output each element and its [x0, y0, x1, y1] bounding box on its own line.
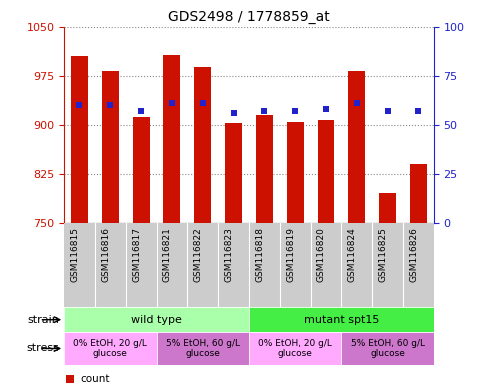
Text: strain: strain [27, 314, 59, 325]
Text: wild type: wild type [131, 314, 182, 325]
Title: GDS2498 / 1778859_at: GDS2498 / 1778859_at [168, 10, 330, 25]
Text: GSM116826: GSM116826 [409, 227, 419, 282]
Text: GSM116825: GSM116825 [379, 227, 387, 282]
Bar [133, 117, 149, 223]
Text: GSM116824: GSM116824 [348, 227, 357, 282]
Bar [64, 307, 249, 332]
Bar [194, 67, 211, 223]
Text: GSM116818: GSM116818 [255, 227, 264, 282]
Text: GSM116822: GSM116822 [194, 227, 203, 282]
Bar [410, 164, 427, 223]
Bar [164, 55, 180, 223]
Text: GSM116821: GSM116821 [163, 227, 172, 282]
Text: GSM116819: GSM116819 [286, 227, 295, 282]
Bar [102, 71, 119, 223]
Bar [379, 194, 396, 223]
Text: 5% EtOH, 60 g/L
glucose: 5% EtOH, 60 g/L glucose [351, 339, 424, 358]
Text: 0% EtOH, 20 g/L
glucose: 0% EtOH, 20 g/L glucose [73, 339, 147, 358]
Text: mutant spt15: mutant spt15 [304, 314, 379, 325]
Text: GSM116817: GSM116817 [132, 227, 141, 282]
Text: GSM116823: GSM116823 [224, 227, 234, 282]
Bar [256, 115, 273, 223]
Bar [249, 307, 434, 332]
Text: GSM116816: GSM116816 [101, 227, 110, 282]
Bar [249, 332, 341, 365]
Text: count: count [81, 374, 110, 384]
Bar [349, 71, 365, 223]
Bar [225, 124, 242, 223]
Text: GSM116820: GSM116820 [317, 227, 326, 282]
Bar [317, 120, 334, 223]
Bar [157, 332, 249, 365]
Text: 0% EtOH, 20 g/L
glucose: 0% EtOH, 20 g/L glucose [258, 339, 332, 358]
Text: stress: stress [26, 343, 59, 354]
Bar [71, 56, 88, 223]
Bar [287, 122, 304, 223]
Bar [64, 332, 157, 365]
Text: GSM116815: GSM116815 [70, 227, 79, 282]
Text: 5% EtOH, 60 g/L
glucose: 5% EtOH, 60 g/L glucose [166, 339, 240, 358]
Bar [341, 332, 434, 365]
